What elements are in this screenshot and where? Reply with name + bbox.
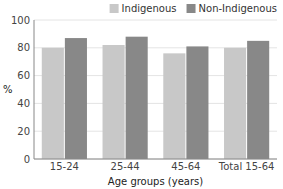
x-tick-label: 45-64 [171, 161, 200, 172]
y-tick-label: 0 [24, 154, 30, 165]
y-tick-label: 40 [17, 98, 30, 109]
y-tick-label: 80 [17, 42, 30, 53]
bar [163, 53, 185, 159]
bars [42, 37, 269, 159]
bar [103, 45, 125, 159]
x-tick-label: Total 15-64 [218, 161, 275, 172]
y-axis-line [34, 20, 35, 159]
bar [65, 38, 87, 159]
bar [186, 46, 208, 159]
x-tick-label: 25-44 [111, 161, 140, 172]
legend-label: Non-Indigenous [199, 3, 277, 14]
grid [34, 20, 277, 159]
legend-label: Indigenous [122, 3, 177, 14]
y-tick-label: 100 [11, 15, 30, 26]
legend-swatch [187, 4, 196, 13]
y-tick-label: 20 [17, 126, 30, 137]
legend-swatch [110, 4, 119, 13]
chart-container: 0 20 40 60 80 100 15-24 25-44 45-64 Total 15-64 Ag… [0, 0, 283, 189]
y-axis-label: % [3, 84, 13, 95]
bar [247, 41, 269, 159]
bar [42, 48, 64, 159]
grid-line [34, 20, 277, 21]
x-axis-label: Age groups (years) [108, 176, 203, 187]
bar [126, 37, 148, 159]
x-axis-line [34, 159, 277, 160]
y-tick-label: 60 [17, 70, 30, 81]
x-tick-label: 15-24 [50, 161, 79, 172]
bar [224, 48, 246, 159]
legend: Indigenous Non-Indigenous [110, 3, 277, 14]
grid-line [34, 159, 277, 160]
chart-svg: 0 20 40 60 80 100 15-24 25-44 45-64 Total 15-64 Ag… [0, 0, 283, 189]
